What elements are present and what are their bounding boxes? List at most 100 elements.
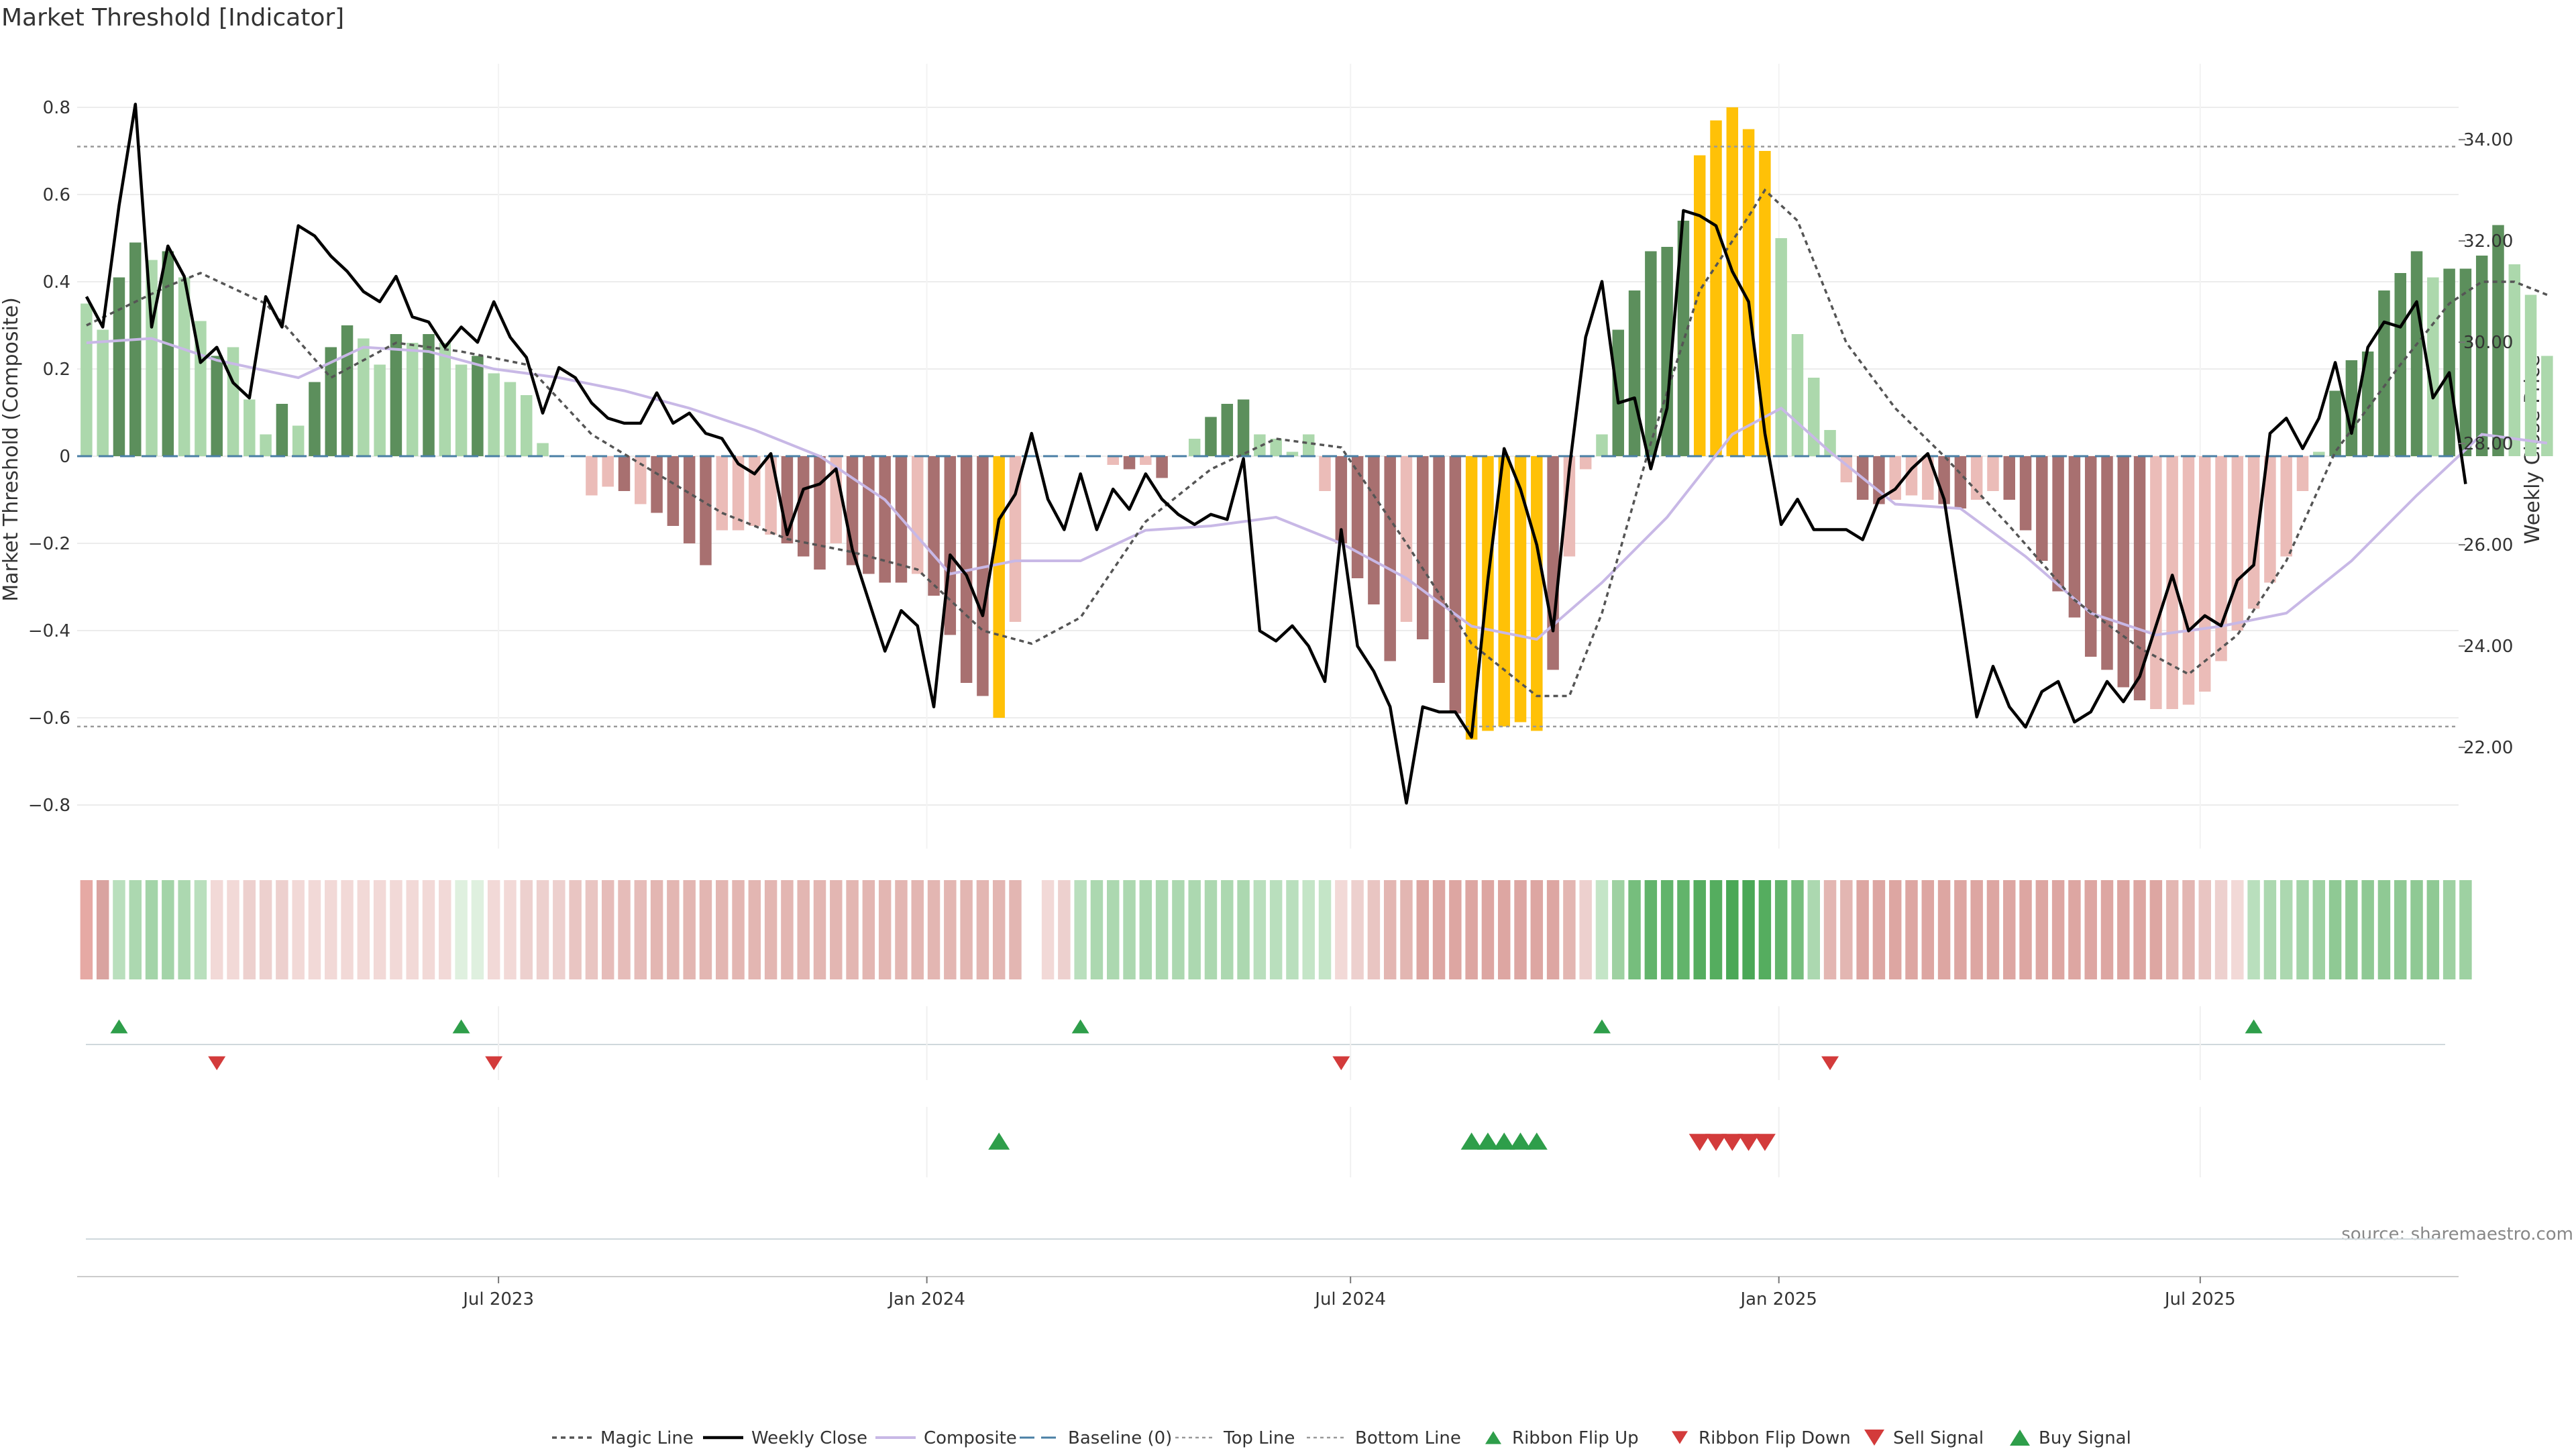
composite-bar: [2117, 456, 2130, 688]
ribbon-cell: [895, 880, 908, 979]
ribbon-cell: [2214, 880, 2228, 979]
composite-bar: [1677, 221, 1690, 456]
composite-bar: [2150, 456, 2162, 709]
composite-bar: [488, 373, 500, 456]
composite-bar: [2345, 360, 2358, 456]
legend-item-top: Top Line: [1175, 1428, 1295, 1448]
composite-bar: [993, 456, 1005, 718]
ribbon-cell: [813, 880, 826, 979]
ribbon-cell: [569, 880, 582, 979]
ribbon-flip-down-marker: [1332, 1056, 1350, 1071]
ribbon-cell: [553, 880, 566, 979]
ribbon-cell: [601, 880, 614, 979]
ribbon-cell: [992, 880, 1006, 979]
composite-bar: [1286, 451, 1299, 456]
composite-bar: [455, 364, 468, 456]
ribbon-cell: [2133, 880, 2146, 979]
source-label: source: sharemaestro.com: [2341, 1224, 2573, 1244]
ribbon-cell: [1465, 880, 1478, 979]
ribbon-cell: [1709, 880, 1723, 979]
ribbon-cell: [1123, 880, 1136, 979]
legend-swatch-sell: [1864, 1430, 1884, 1446]
sell-signal-marker: [1688, 1134, 1711, 1151]
composite-bar: [1579, 456, 1592, 470]
ribbon-cell: [944, 880, 957, 979]
composite-bar: [244, 399, 256, 456]
ribbon-cell: [1530, 880, 1544, 979]
ribbon-flip-up-marker: [1071, 1019, 1089, 1034]
ribbon-cell: [1139, 880, 1152, 979]
ribbon-cell: [618, 880, 631, 979]
ribbon-cell: [2247, 880, 2260, 979]
ribbon-cell: [1677, 880, 1690, 979]
ribbon-cell: [1921, 880, 1935, 979]
ribbon-cell: [2149, 880, 2163, 979]
ribbon-cell: [862, 880, 875, 979]
composite-bar: [2166, 456, 2178, 709]
ribbon-cell: [2426, 880, 2440, 979]
legend-item-magic: Magic Line: [552, 1428, 694, 1448]
ribbon-cell: [455, 880, 468, 979]
composite-bar: [683, 456, 696, 543]
ribbon-cell: [1840, 880, 1853, 979]
ribbon-cell: [145, 880, 158, 979]
buy-signal-marker: [988, 1132, 1010, 1150]
composite-bar: [504, 382, 517, 456]
y2-tick-label: 24.00: [2463, 637, 2513, 657]
ribbon-cell: [471, 880, 484, 979]
legend-item-composite: Composite: [875, 1428, 1017, 1448]
ribbon-cell: [341, 880, 354, 979]
ribbon-cell: [2361, 880, 2374, 979]
ribbon-cell: [2182, 880, 2195, 979]
y2-tick-label: 22.00: [2463, 738, 2513, 758]
ribbon-cell: [2231, 880, 2244, 979]
ribbon-cell: [1791, 880, 1804, 979]
ribbon-cell: [210, 880, 223, 979]
composite-bar: [309, 382, 321, 456]
composite-bar: [80, 303, 93, 456]
composite-bar: [1742, 129, 1755, 456]
ribbon-cell: [2084, 880, 2097, 979]
ribbon-cell: [1237, 880, 1250, 979]
legend-label: Bottom Line: [1355, 1428, 1461, 1448]
ribbon-cell: [1286, 880, 1299, 979]
ribbon-cell: [2394, 880, 2407, 979]
y-tick-label: −0.8: [28, 796, 70, 816]
ribbon-cell: [1221, 880, 1234, 979]
composite-bar: [1514, 456, 1527, 722]
ribbon-cell: [1872, 880, 1886, 979]
composite-bar: [1188, 439, 1201, 456]
series-lines: [77, 103, 2548, 805]
ribbon-cell: [1481, 880, 1495, 979]
magic-line: [86, 188, 2548, 698]
composite-bar: [2459, 268, 2472, 456]
x-tick-label: Jul 2024: [1313, 1289, 1386, 1309]
composite-bar: [618, 456, 631, 491]
composite-bar: [2264, 456, 2276, 583]
ribbon-cell: [1009, 880, 1022, 979]
composite-bar: [1123, 456, 1136, 470]
ribbon-cell: [1074, 880, 1087, 979]
ribbon-cell: [1954, 880, 1967, 979]
composite-bar: [2296, 456, 2309, 491]
chart-title: Market Threshold [Indicator]: [1, 4, 344, 32]
composite-bar: [700, 456, 712, 566]
y2-tick-label: 30.00: [2463, 333, 2513, 353]
ribbon-cell: [308, 880, 321, 979]
composite-bar: [879, 456, 891, 583]
ribbon-cell: [1416, 880, 1429, 979]
composite-bar: [1628, 290, 1641, 456]
legend-label: Top Line: [1223, 1428, 1295, 1448]
ribbon-cell: [585, 880, 598, 979]
ribbon-cell: [846, 880, 859, 979]
composite-bar: [814, 456, 826, 570]
legend-label: Composite: [924, 1428, 1017, 1448]
y-tick-label: −0.4: [28, 621, 70, 641]
trend-ribbon: [80, 880, 2472, 979]
legend-label: Magic Line: [600, 1428, 694, 1448]
ribbon-flip-up-marker: [1593, 1019, 1611, 1034]
composite-bar: [977, 456, 989, 696]
composite-bar: [716, 456, 728, 531]
ribbon-cell: [1612, 880, 1625, 979]
composite-bar: [211, 356, 223, 456]
